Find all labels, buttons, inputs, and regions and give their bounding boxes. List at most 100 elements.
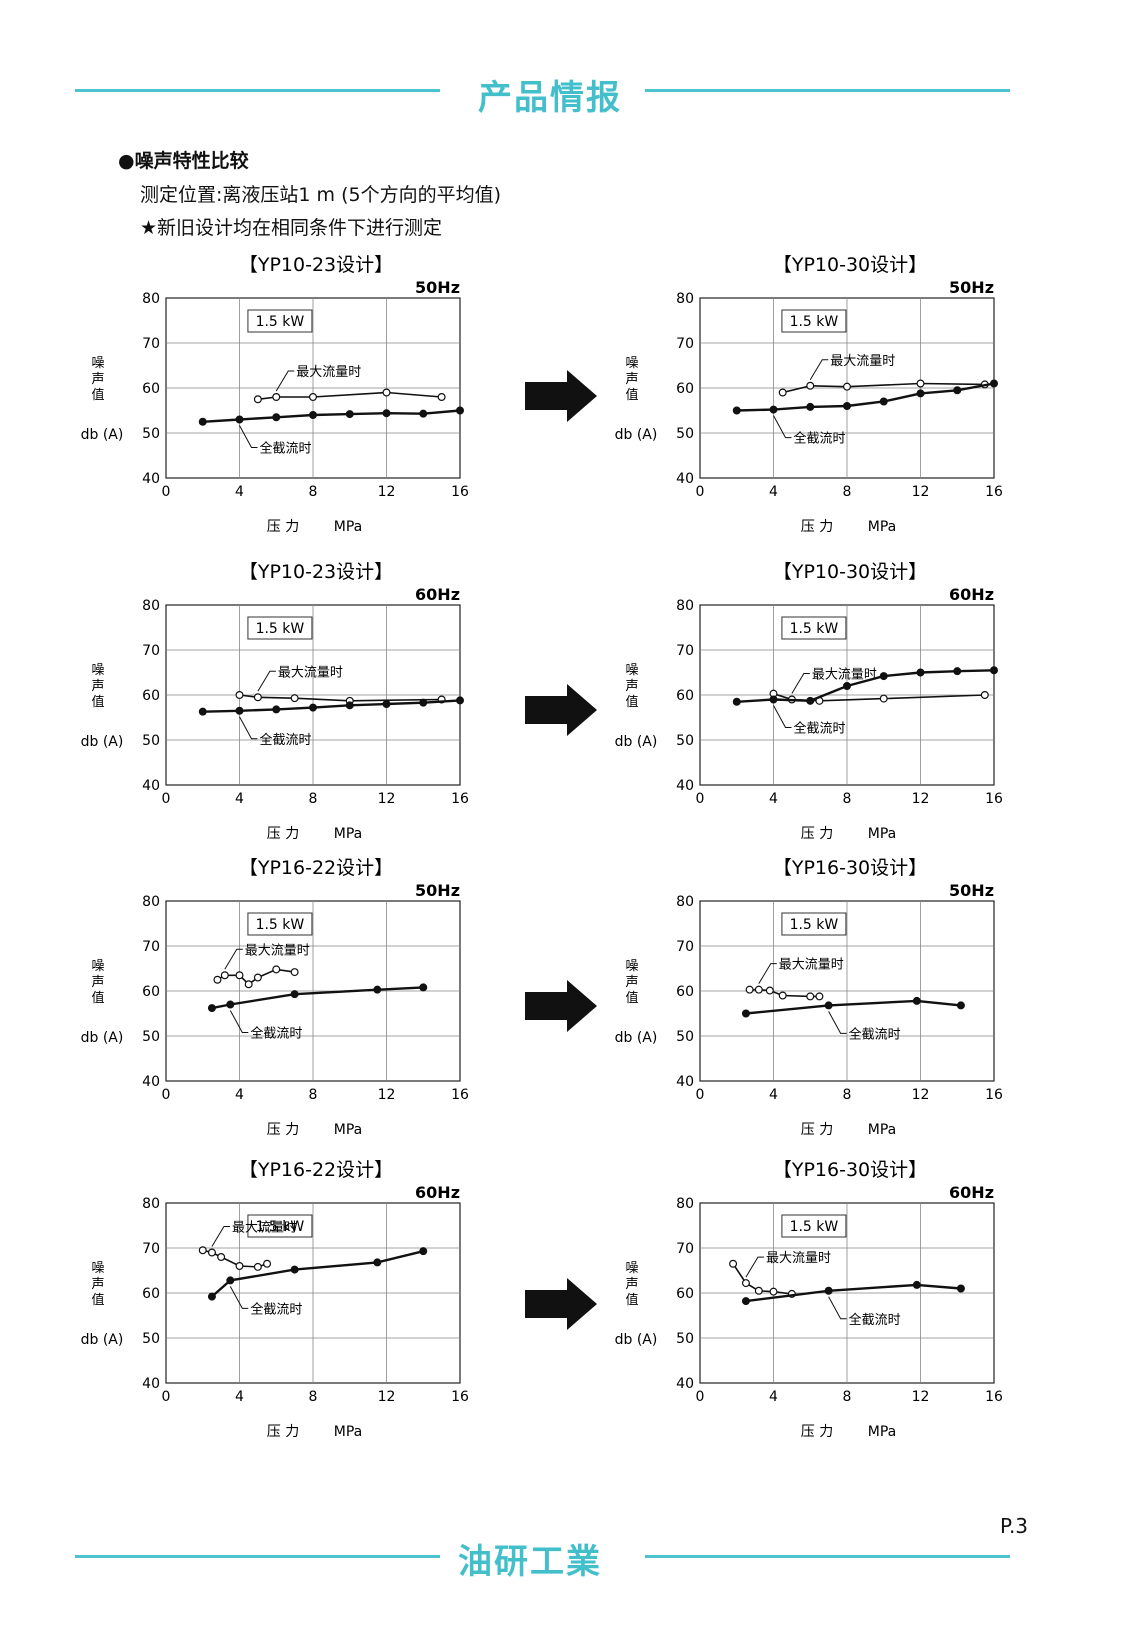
- callout-line: [224, 948, 243, 970]
- x-axis-label: 压 力: [801, 826, 833, 842]
- y-axis-label: 值: [91, 387, 104, 403]
- chart-svg: 【YP16-30设计】 60Hz 0 4 8 12 16 40 50 60 70 80 噪声值 db (A…: [615, 1159, 1003, 1440]
- data-point: [916, 379, 925, 388]
- frequency-label: 50Hz: [415, 278, 460, 297]
- x-axis-unit: MPa: [334, 1424, 362, 1440]
- footer-rule-left: [75, 1555, 440, 1558]
- data-point: [226, 1000, 235, 1009]
- y-tick-label: 70: [676, 939, 694, 955]
- series-line: [745, 999, 962, 1015]
- power-label-box: [247, 1214, 313, 1238]
- arrow-right-icon: [525, 980, 597, 1032]
- power-label: 1.5 kW: [256, 917, 305, 933]
- data-point: [916, 389, 925, 398]
- series-label: 最大流量时: [779, 958, 844, 973]
- x-tick-label: 16: [451, 1389, 469, 1405]
- x-tick-label: 4: [769, 1087, 778, 1103]
- power-label: 1.5 kW: [256, 314, 305, 330]
- data-point: [806, 992, 815, 1001]
- y-tick-label: 40: [676, 471, 694, 487]
- callout-line: [809, 359, 829, 381]
- y-tick-label: 80: [142, 894, 160, 910]
- data-point: [843, 682, 852, 691]
- y-axis-label: 声: [91, 372, 104, 387]
- power-label-box: [247, 309, 313, 333]
- data-point: [741, 1279, 750, 1288]
- x-tick-label: 8: [843, 1389, 852, 1405]
- x-tick-label: 4: [235, 791, 244, 807]
- callout-line: [229, 1286, 249, 1309]
- x-tick-label: 4: [769, 791, 778, 807]
- chart-title: 【YP10-30设计】: [773, 561, 927, 583]
- y-tick-label: 80: [676, 598, 694, 614]
- data-point: [207, 1248, 216, 1257]
- y-tick-label: 40: [142, 1376, 160, 1392]
- y-axis-label: 噪: [625, 663, 638, 678]
- x-tick-label: 16: [985, 484, 1003, 500]
- x-tick-label: 8: [309, 1087, 318, 1103]
- y-axis-label: 值: [91, 694, 104, 710]
- y-tick-label: 50: [676, 1331, 694, 1347]
- data-point: [198, 1246, 207, 1255]
- x-tick-label: 0: [162, 791, 171, 807]
- y-axis-label: 声: [91, 975, 104, 990]
- chart-svg: 【YP10-30设计】 50Hz 0 4 8 12 16 40 50 60 70 80 噪声值 db (A…: [615, 254, 1003, 535]
- x-tick-label: 8: [843, 484, 852, 500]
- data-point: [207, 1292, 216, 1301]
- data-point: [345, 701, 354, 710]
- power-label-box: [247, 912, 313, 936]
- y-tick-label: 70: [676, 643, 694, 659]
- y-tick-label: 50: [676, 733, 694, 749]
- chart-yp10-30-60hz: 【YP10-30设计】 60Hz 0 4 8 12 16 40 50 60 70 80 噪声值 db (A…: [612, 552, 1062, 852]
- data-point: [732, 697, 741, 706]
- y-axis-label: 值: [91, 1292, 104, 1308]
- measurement-note: 测定位置:离液压站1 m (5个方向的平均值): [140, 184, 501, 206]
- chart-title: 【YP16-22设计】: [239, 857, 393, 879]
- chart-yp10-23-50hz: 【YP10-23设计】 50Hz 0 4 8 12 16 40 50 60 70 80 噪声值 db (A…: [78, 245, 528, 545]
- callout-line: [275, 370, 295, 392]
- power-label: 1.5 kW: [790, 1219, 839, 1235]
- x-tick-label: 0: [696, 484, 705, 500]
- header-rule-right: [645, 89, 1010, 92]
- x-tick-label: 12: [912, 791, 930, 807]
- data-point: [806, 696, 815, 705]
- y-axis-label: 值: [625, 694, 638, 710]
- data-point: [879, 397, 888, 406]
- data-point: [207, 1004, 216, 1013]
- series-label: 全截流时: [794, 431, 846, 447]
- x-tick-label: 0: [696, 1087, 705, 1103]
- data-point: [437, 393, 446, 402]
- y-tick-label: 60: [142, 688, 160, 704]
- series-label: 最大流量时: [766, 1251, 831, 1266]
- y-axis-label: 声: [625, 1277, 638, 1292]
- y-tick-label: 70: [142, 1241, 160, 1257]
- chart-yp10-23-60hz: 【YP10-23设计】 60Hz 0 4 8 12 16 40 50 60 70 80 噪声值 db (A…: [78, 552, 528, 852]
- chart-svg: 【YP10-23设计】 50Hz 0 4 8 12 16 40 50 60 70 80 噪声值 db (A…: [81, 254, 469, 535]
- x-axis-label: 压 力: [267, 826, 299, 842]
- data-point: [272, 965, 281, 974]
- y-tick-label: 70: [676, 1241, 694, 1257]
- data-point: [235, 415, 244, 424]
- callout-line: [211, 1226, 230, 1247]
- data-point: [990, 666, 999, 675]
- data-point: [309, 411, 318, 420]
- data-point: [290, 968, 299, 977]
- data-point: [741, 1009, 750, 1018]
- data-point: [272, 705, 281, 714]
- x-axis-unit: MPa: [868, 826, 896, 842]
- x-tick-label: 8: [843, 1087, 852, 1103]
- series-line: [211, 1250, 424, 1298]
- x-axis-label: 压 力: [801, 519, 833, 535]
- x-axis-label: 压 力: [801, 1122, 833, 1138]
- chart-yp10-30-50hz: 【YP10-30设计】 50Hz 0 4 8 12 16 40 50 60 70 80 噪声值 db (A…: [612, 245, 1062, 545]
- x-axis-unit: MPa: [868, 1424, 896, 1440]
- callout-line: [257, 670, 276, 692]
- data-point: [220, 971, 229, 980]
- data-point: [419, 409, 428, 418]
- y-axis-label: 噪: [91, 1261, 104, 1276]
- data-point: [253, 1262, 262, 1271]
- data-point: [198, 707, 207, 716]
- y-tick-label: 60: [142, 984, 160, 1000]
- callout-line: [773, 705, 792, 728]
- data-point: [745, 985, 754, 994]
